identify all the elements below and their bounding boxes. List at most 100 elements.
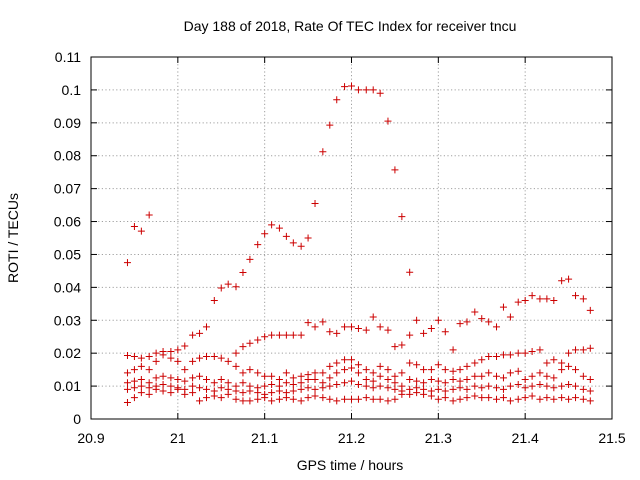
data-point xyxy=(528,348,536,356)
data-point xyxy=(268,397,276,405)
data-point xyxy=(246,387,254,395)
series-band-upper xyxy=(123,344,594,384)
data-point xyxy=(239,379,247,387)
data-point xyxy=(384,326,392,334)
data-point xyxy=(137,227,145,235)
data-point xyxy=(202,352,210,360)
data-point xyxy=(196,372,204,380)
data-point xyxy=(376,362,384,370)
data-point xyxy=(224,280,232,288)
data-point xyxy=(341,83,349,91)
data-point xyxy=(246,339,254,347)
data-point xyxy=(406,331,414,339)
data-point xyxy=(282,379,290,387)
data-point xyxy=(550,384,558,392)
data-point xyxy=(217,394,225,402)
data-point xyxy=(463,376,471,384)
data-point xyxy=(319,394,327,402)
data-point xyxy=(123,369,131,377)
data-point xyxy=(485,382,493,390)
data-point xyxy=(506,313,514,321)
x-tick-label: 21.4 xyxy=(512,430,539,446)
data-point xyxy=(506,397,514,405)
data-point xyxy=(210,297,218,305)
data-point xyxy=(354,380,362,388)
data-point xyxy=(289,395,297,403)
data-point xyxy=(543,382,551,390)
y-tick-label: 0.09 xyxy=(54,115,81,131)
data-point xyxy=(485,394,493,402)
data-point xyxy=(499,374,507,382)
data-point xyxy=(506,369,514,377)
data-point xyxy=(449,385,457,393)
data-point xyxy=(304,384,312,392)
data-point xyxy=(202,323,210,331)
plot-frame xyxy=(90,56,613,420)
data-point xyxy=(369,377,377,385)
data-point xyxy=(398,369,406,377)
data-point xyxy=(572,292,580,300)
data-point xyxy=(232,283,240,291)
y-tick-label: 0.01 xyxy=(54,378,81,394)
data-point xyxy=(427,366,435,374)
data-point xyxy=(275,387,283,395)
data-point xyxy=(543,359,551,367)
data-point xyxy=(471,392,479,400)
data-point xyxy=(268,221,276,229)
data-point xyxy=(521,384,529,392)
data-point xyxy=(311,392,319,400)
data-point xyxy=(369,369,377,377)
data-point xyxy=(499,394,507,402)
data-point xyxy=(275,395,283,403)
data-point xyxy=(319,384,327,392)
data-point xyxy=(406,376,414,384)
data-point xyxy=(123,399,131,407)
data-point xyxy=(202,385,210,393)
data-point xyxy=(319,148,327,156)
data-point xyxy=(268,380,276,388)
data-point xyxy=(181,377,189,385)
data-point xyxy=(174,346,182,354)
y-tick-label: 0.08 xyxy=(54,148,81,164)
data-point xyxy=(282,369,290,377)
data-point xyxy=(174,385,182,393)
x-tick-label: 21 xyxy=(170,430,186,446)
data-point xyxy=(348,377,355,385)
data-point xyxy=(159,372,167,380)
data-point xyxy=(123,351,131,359)
data-point xyxy=(181,390,189,398)
data-point xyxy=(210,379,218,387)
data-point xyxy=(189,389,197,397)
data-point xyxy=(319,369,327,377)
data-point xyxy=(384,397,392,405)
data-point xyxy=(268,331,276,339)
data-point xyxy=(232,349,240,357)
data-point xyxy=(478,394,486,402)
data-point xyxy=(384,384,392,392)
x-tick-label: 21.3 xyxy=(425,430,452,446)
data-point xyxy=(254,369,262,377)
data-point xyxy=(493,323,501,331)
data-point xyxy=(586,306,594,314)
data-point xyxy=(586,344,594,352)
data-point xyxy=(536,369,544,377)
data-point xyxy=(391,385,399,393)
data-point xyxy=(261,394,269,402)
data-point xyxy=(521,349,529,357)
data-point xyxy=(579,385,587,393)
data-point xyxy=(196,329,204,337)
data-point xyxy=(514,367,522,375)
data-point xyxy=(493,372,501,380)
data-point xyxy=(586,397,594,405)
data-point xyxy=(289,374,297,382)
data-point xyxy=(181,342,189,350)
data-point xyxy=(130,352,138,360)
data-point xyxy=(123,385,131,393)
data-point xyxy=(579,295,587,303)
data-point xyxy=(499,385,507,393)
data-point xyxy=(239,343,247,351)
data-point xyxy=(565,362,573,370)
data-point xyxy=(217,384,225,392)
data-point xyxy=(275,224,283,232)
data-point xyxy=(130,377,138,385)
